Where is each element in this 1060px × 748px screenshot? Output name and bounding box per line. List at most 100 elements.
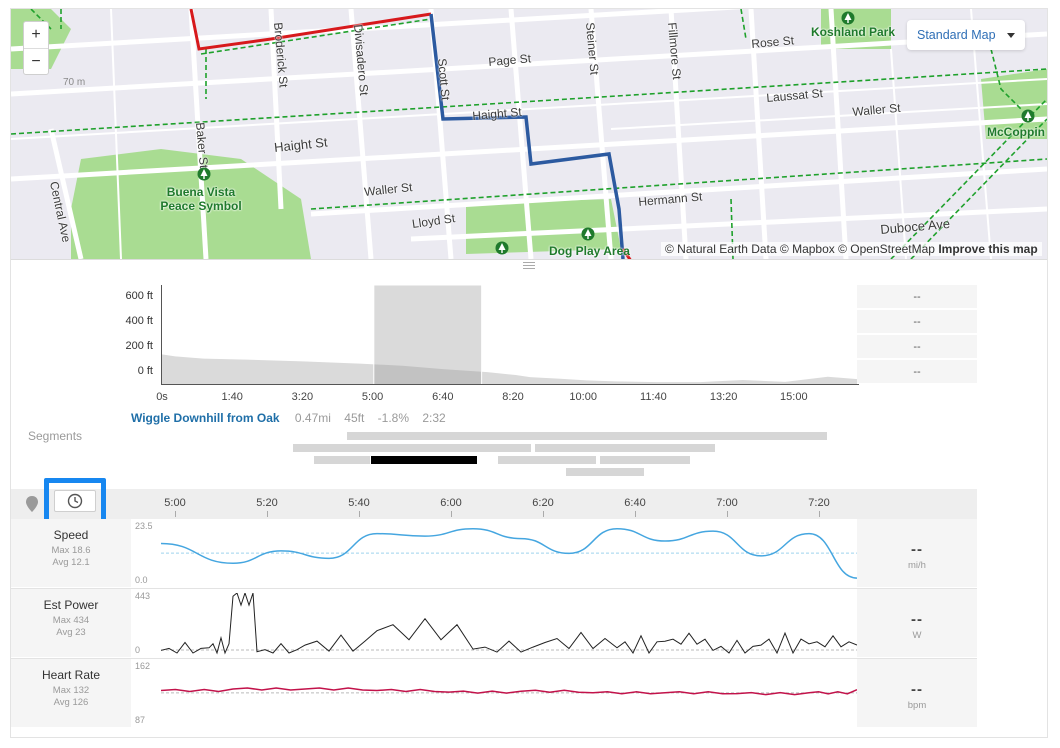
time-tick-mark <box>359 511 360 517</box>
time-tick-mark <box>267 511 268 517</box>
clock-icon <box>67 493 83 509</box>
segment-bar[interactable] <box>293 444 531 452</box>
park-tree-icon <box>841 11 855 25</box>
stream-axis-bottom: 0.0 <box>135 575 148 585</box>
time-tick-label: 7:00 <box>716 497 738 509</box>
map-attribution: © Natural Earth Data © Mapbox © OpenStre… <box>661 242 1042 256</box>
chevron-down-icon <box>1007 33 1015 38</box>
map-type-dropdown[interactable]: Standard Map <box>907 20 1025 50</box>
segment-distance: 0.47mi <box>294 411 331 425</box>
stream-axis-top: 443 <box>135 591 151 601</box>
stream-axis-top: 23.5 <box>135 521 153 531</box>
elevation-stat-1: -- <box>857 285 977 309</box>
segment-time: 2:32 <box>422 411 446 425</box>
segment-bar[interactable] <box>498 456 596 464</box>
stream-max: Max 18.6 <box>51 545 91 556</box>
activity-analysis-panel: + − 70 m Page St Haight St Haight St Wal… <box>10 8 1048 738</box>
buena-vista-park <box>71 149 311 259</box>
stream-line-canvas <box>161 593 857 655</box>
park-tree-icon <box>495 241 509 255</box>
elevation-x-tick: 8:20 <box>502 391 524 403</box>
map-divider <box>11 259 1047 260</box>
clock-toggle-focus <box>44 478 106 525</box>
stream-value-hr: -- bpm <box>857 659 977 727</box>
segment-grade: -1.8% <box>377 411 410 425</box>
stream-avg: Avg 12.1 <box>52 557 90 568</box>
park-label-koshland: Koshland Park <box>811 25 896 39</box>
elevation-y-tick: 0 ft <box>137 365 153 377</box>
stream-divider <box>11 658 977 659</box>
time-tick-mark <box>451 511 452 517</box>
segment-bar[interactable] <box>347 432 827 440</box>
stream-max: Max 132 <box>52 685 90 696</box>
elevation-y-tick: 200 ft <box>125 340 153 352</box>
time-tick-label: 6:20 <box>532 497 554 509</box>
elevation-x-tick: 1:40 <box>221 391 243 403</box>
zoom-out-button[interactable]: − <box>24 48 48 74</box>
stream-unit: bpm <box>907 700 927 711</box>
elevation-x-tick: 0s <box>156 391 168 403</box>
elevation-selection-highlight <box>373 285 483 385</box>
koshland-park-area <box>821 9 891 49</box>
elevation-marker: 70 m <box>63 77 86 88</box>
map-type-label: Standard Map <box>917 28 996 42</box>
duboce-park-area <box>466 199 621 254</box>
elevation-stat-3: -- <box>857 335 977 359</box>
map-canvas <box>11 9 1047 259</box>
park-tree-icon <box>197 167 211 181</box>
time-tick-mark <box>175 511 176 517</box>
stream-axis-bottom: 0 <box>135 645 141 655</box>
stream-plot-hr[interactable]: 162 87 <box>131 659 857 727</box>
segments-label: Segments <box>28 429 83 443</box>
improve-map-link[interactable]: Improve this map <box>938 242 1038 256</box>
elevation-x-tick: 10:00 <box>569 391 597 403</box>
segment-bar-selected[interactable] <box>371 456 477 464</box>
stream-line-power <box>161 593 857 655</box>
park-label-buena-vista: Buena Vista Peace Symbol <box>160 185 242 213</box>
time-axis-toggle-button[interactable] <box>54 490 96 512</box>
park-label-dog-play: Dog Play Area <box>549 244 630 258</box>
stream-label-hr[interactable]: Heart Rate Max 132 Avg 126 <box>11 659 131 727</box>
resize-handle-icon[interactable] <box>523 260 535 269</box>
zoom-in-button[interactable]: + <box>31 26 41 43</box>
elevation-stat-2: -- <box>857 310 977 334</box>
route-map[interactable]: + − 70 m Page St Haight St Haight St Wal… <box>11 9 1047 259</box>
stream-plot-power[interactable]: 443 0 <box>131 589 857 657</box>
elevation-y-tick: 400 ft <box>125 315 153 327</box>
attribution-text: © Natural Earth Data © Mapbox © OpenStre… <box>665 242 939 256</box>
stream-plot-speed[interactable]: 23.5 0.0 <box>131 519 857 587</box>
time-tick-label: 5:00 <box>164 497 186 509</box>
elevation-x-tick: 13:20 <box>709 391 738 403</box>
segment-bar[interactable] <box>535 444 715 452</box>
time-tick-label: 6:00 <box>440 497 462 509</box>
time-tick-mark <box>819 511 820 517</box>
segment-bar[interactable] <box>566 468 644 476</box>
elevation-x-tick: 6:40 <box>432 391 454 403</box>
stream-max: Max 434 <box>52 615 90 626</box>
elevation-plot[interactable] <box>161 285 859 385</box>
stream-current-value: -- <box>911 541 923 558</box>
park-tree-icon <box>581 227 595 241</box>
time-tick-mark <box>727 511 728 517</box>
stream-label-power[interactable]: Est Power Max 434 Avg 23 <box>11 589 131 657</box>
elevation-x-tick: 3:20 <box>291 391 314 403</box>
stream-name: Speed <box>53 528 89 542</box>
elevation-y-tick: 600 ft <box>125 290 153 302</box>
segment-bar[interactable] <box>314 456 370 464</box>
elevation-x-tick: 5:00 <box>361 391 384 403</box>
stream-avg: Avg 23 <box>56 627 86 638</box>
stream-name: Heart Rate <box>41 668 101 682</box>
map-pin-icon[interactable] <box>21 493 43 515</box>
segment-bar[interactable] <box>600 456 690 464</box>
zoom-controls: + − <box>23 21 49 75</box>
elevation-area <box>161 354 859 385</box>
stream-unit: W <box>912 630 922 641</box>
stream-label-speed[interactable]: Speed Max 18.6 Avg 12.1 <box>11 519 131 587</box>
elevation-x-tick: 15:00 <box>780 391 808 403</box>
stream-value-speed: -- mi/h <box>857 519 977 587</box>
segment-name-link[interactable]: Wiggle Downhill from Oak <box>131 411 280 425</box>
stream-line-canvas <box>161 527 857 579</box>
stream-value-power: -- W <box>857 589 977 657</box>
elevation-stat-4: -- <box>857 360 977 384</box>
stream-line-speed <box>161 527 857 579</box>
